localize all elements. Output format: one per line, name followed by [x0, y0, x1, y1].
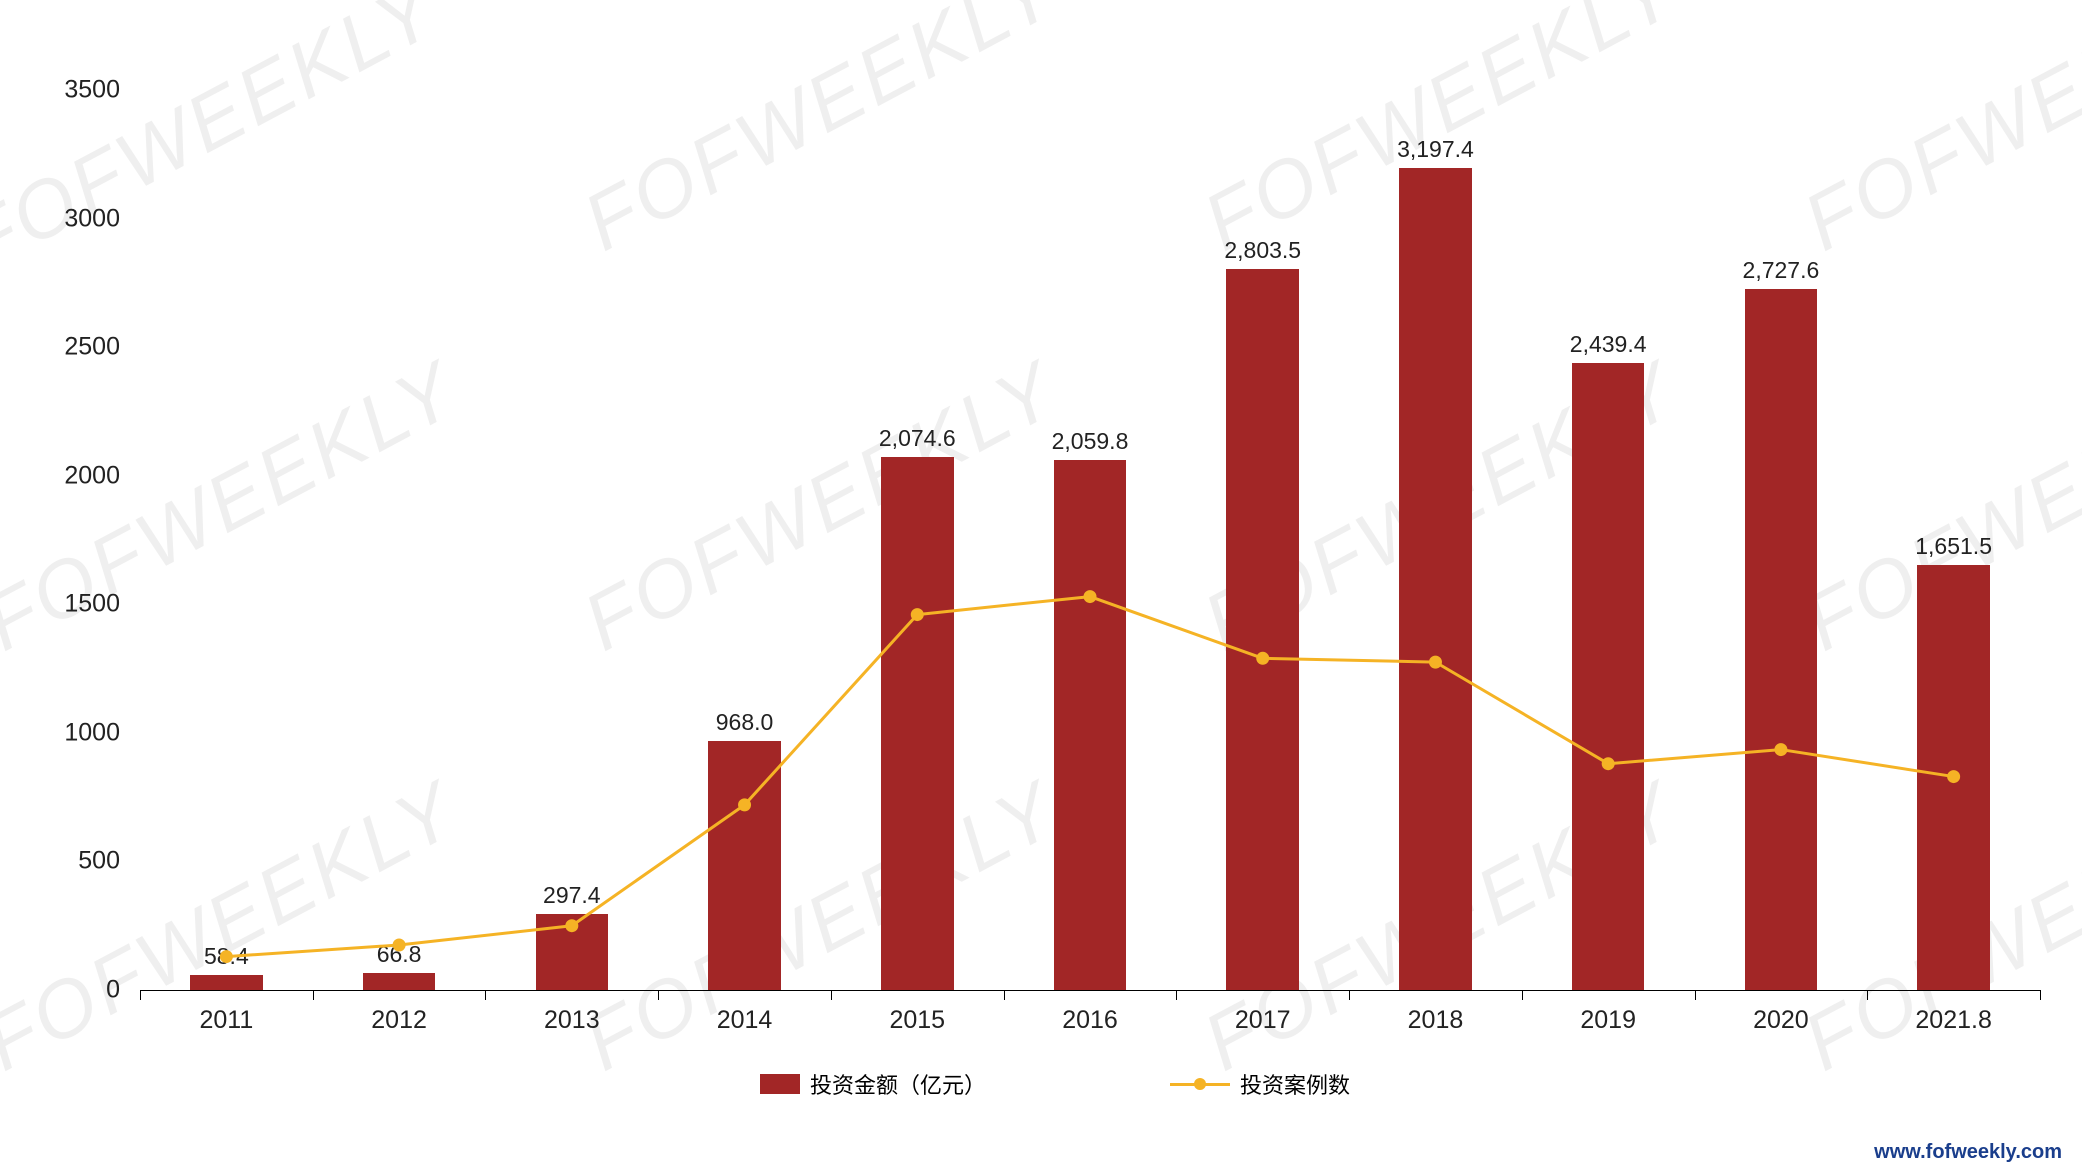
x-tick-label: 2019	[1580, 1006, 1636, 1035]
bar-value-label: 66.8	[377, 941, 422, 968]
source-link: www.fofweekly.com	[1874, 1141, 2062, 1164]
x-tick	[140, 990, 141, 1000]
x-tick	[658, 990, 659, 1000]
legend-label-line: 投资案例数	[1240, 1068, 1350, 1100]
x-tick	[1867, 990, 1868, 1000]
legend-swatch-line	[1170, 1083, 1230, 1086]
y-tick-label: 3000	[20, 204, 120, 233]
y-tick-label: 2500	[20, 333, 120, 362]
x-tick-label: 2015	[889, 1006, 945, 1035]
bar	[708, 741, 781, 990]
bar-value-label: 968.0	[716, 709, 774, 736]
x-tick-label: 2012	[371, 1006, 427, 1035]
x-tick-label: 2013	[544, 1006, 600, 1035]
x-tick-label: 2020	[1753, 1006, 1809, 1035]
bar-value-label: 2,727.6	[1743, 257, 1820, 284]
legend-item-bar: 投资金额（亿元）	[760, 1068, 986, 1100]
x-tick-label: 2021.8	[1915, 1006, 1991, 1035]
y-tick-label: 500	[20, 847, 120, 876]
x-tick	[1176, 990, 1177, 1000]
bar	[363, 973, 436, 990]
x-tick	[485, 990, 486, 1000]
bar-value-label: 2,059.8	[1052, 428, 1129, 455]
x-tick-label: 2017	[1235, 1006, 1291, 1035]
bar-value-label: 2,439.4	[1570, 331, 1647, 358]
legend-item-line: 投资案例数	[1170, 1068, 1350, 1100]
bar-value-label: 297.4	[543, 882, 601, 909]
bar-value-label: 2,074.6	[879, 425, 956, 452]
bar	[1917, 565, 1990, 990]
x-tick-label: 2018	[1408, 1006, 1464, 1035]
bar	[1054, 460, 1127, 990]
y-tick-label: 2000	[20, 461, 120, 490]
plot-area: 0500100015002000250030003500 58.466.8297…	[140, 90, 2040, 990]
bar	[1399, 168, 1472, 990]
y-tick-label: 1000	[20, 718, 120, 747]
x-tick	[831, 990, 832, 1000]
legend-swatch-bar	[760, 1074, 800, 1094]
bar	[1572, 363, 1645, 990]
bar	[536, 914, 609, 990]
x-tick	[1695, 990, 1696, 1000]
x-tick	[1004, 990, 1005, 1000]
x-axis-line	[140, 990, 2040, 991]
x-tick	[2040, 990, 2041, 1000]
bar	[881, 457, 954, 990]
x-tick-label: 2016	[1062, 1006, 1118, 1035]
bar-value-label: 2,803.5	[1224, 237, 1301, 264]
bar	[1745, 289, 1818, 990]
y-tick-label: 3500	[20, 76, 120, 105]
chart-container: FOFWEEKLYFOFWEEKLYFOFWEEKLYFOFWEEKLYFOFW…	[0, 0, 2082, 1176]
bar-value-label: 1,651.5	[1915, 533, 1992, 560]
bar	[190, 975, 263, 990]
x-tick-label: 2011	[199, 1006, 253, 1035]
x-tick-label: 2014	[717, 1006, 773, 1035]
x-tick	[1522, 990, 1523, 1000]
bar-value-label: 58.4	[204, 943, 249, 970]
bar	[1226, 269, 1299, 990]
legend-label-bar: 投资金额（亿元）	[810, 1068, 986, 1100]
y-tick-label: 1500	[20, 590, 120, 619]
bar-value-label: 3,197.4	[1397, 136, 1474, 163]
y-tick-label: 0	[20, 976, 120, 1005]
x-tick	[1349, 990, 1350, 1000]
x-tick	[313, 990, 314, 1000]
